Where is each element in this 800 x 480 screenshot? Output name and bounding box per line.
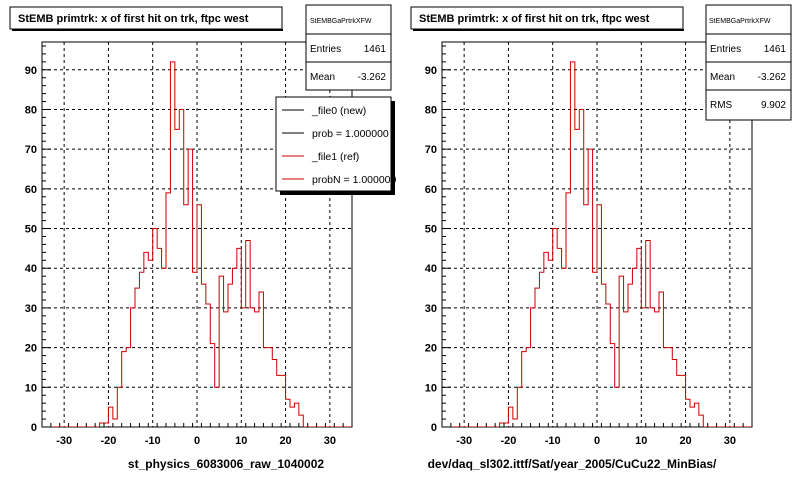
right-x-tick-label-20: 20 <box>679 435 691 447</box>
right-y-tick-label-0: 0 <box>431 422 437 434</box>
right-histogram <box>442 61 752 427</box>
right-y-tick-label-10: 10 <box>425 382 437 394</box>
right-y-tick-label-60: 60 <box>425 184 437 196</box>
right-x-axis-label: dev/daq_sl302.ittf/Sat/year_2005/CuCu22_… <box>428 457 717 471</box>
right-y-tick-label-70: 70 <box>425 144 437 156</box>
right-y-tick-label-80: 80 <box>425 104 437 116</box>
left-x-tick-label-30: 30 <box>324 435 336 447</box>
right-x-axis: -30 -20 -10 0 10 20 30 <box>441 423 753 447</box>
left-series-line <box>42 61 352 427</box>
right-stats-rms-label: RMS <box>710 100 733 111</box>
left-x-tick-label-0: 0 <box>194 435 200 447</box>
left-stats-entries-label: Entries <box>310 44 341 55</box>
right-x-tick-label-0: 0 <box>594 435 600 447</box>
legend-entry-3: _file1 (ref) <box>311 151 359 163</box>
right-x-tick-label--10: -10 <box>545 435 561 447</box>
left-y-tick-label-30: 30 <box>25 303 37 315</box>
left-stats-mean-label: Mean <box>310 72 335 83</box>
right-y-tick-label-90: 90 <box>425 65 437 77</box>
right-stats-rms-value: 9.902 <box>761 100 786 111</box>
legend-entry-4: probN = 1.000000 <box>312 174 397 186</box>
left-y-axis: 0 10 20 30 40 50 60 70 80 90 <box>25 45 51 434</box>
right-stats-entries-label: Entries <box>710 44 741 55</box>
right-panel: -30 -20 -10 0 10 20 30 0 10 20 30 40 50 60 70 80 90 StE… <box>410 4 792 471</box>
legend-box <box>275 96 392 192</box>
right-y-tick-label-20: 20 <box>425 343 437 355</box>
right-y-tick-label-30: 30 <box>425 303 437 315</box>
right-series-line <box>442 61 752 427</box>
right-stats-entries-value: 1461 <box>764 44 787 55</box>
left-panel: -30 -20 -10 0 10 20 30 0 10 20 30 40 50 60 70 80 90 StE… <box>9 4 397 471</box>
left-x-tick-label-10: 10 <box>235 435 247 447</box>
left-x-tick-label--30: -30 <box>56 435 72 447</box>
right-grid <box>442 42 752 427</box>
right-y-tick-label-40: 40 <box>425 263 437 275</box>
left-y-tick-label-50: 50 <box>25 224 37 236</box>
left-x-tick-label-20: 20 <box>279 435 291 447</box>
right-x-tick-label-30: 30 <box>724 435 736 447</box>
left-stats-entries-value: 1461 <box>364 44 387 55</box>
left-x-axis: -30 -20 -10 0 10 20 30 <box>41 423 353 447</box>
left-stats-mean-value: -3.262 <box>358 72 387 83</box>
right-x-tick-label--20: -20 <box>500 435 516 447</box>
left-y-tick-label-90: 90 <box>25 65 37 77</box>
right-x-tick-label-10: 10 <box>635 435 647 447</box>
left-x-tick-label--10: -10 <box>145 435 161 447</box>
left-chart-title: StEMB primtrk: x of first hit on trk, ft… <box>18 13 249 25</box>
left-histogram <box>42 61 352 427</box>
right-stats-mean-value: -3.262 <box>758 72 787 83</box>
left-y-tick-label-80: 80 <box>25 104 37 116</box>
left-x-tick-label--20: -20 <box>100 435 116 447</box>
right-stats-name: StEMBGaPrtrkXFW <box>709 18 771 25</box>
left-y-tick-label-0: 0 <box>31 422 37 434</box>
legend-entry-2: prob = 1.000000 <box>312 128 389 140</box>
legend-entry-1: _file0 (new) <box>311 105 366 117</box>
left-y-tick-label-20: 20 <box>25 343 37 355</box>
left-y-tick-label-40: 40 <box>25 263 37 275</box>
left-y-tick-label-10: 10 <box>25 382 37 394</box>
left-y-tick-label-70: 70 <box>25 144 37 156</box>
right-x-tick-label--30: -30 <box>456 435 472 447</box>
left-stats-box <box>305 4 392 91</box>
right-y-axis: 0 10 20 30 40 50 60 70 80 90 <box>425 45 451 434</box>
left-y-tick-label-60: 60 <box>25 184 37 196</box>
right-y-tick-label-50: 50 <box>425 224 437 236</box>
legend: _file0 (new) prob = 1.000000 _file1 (ref… <box>275 96 397 195</box>
right-stats-mean-label: Mean <box>710 72 735 83</box>
left-x-axis-label: st_physics_6083006_raw_1040002 <box>128 457 324 471</box>
left-stats-name: StEMBGaPrtrkXFW <box>310 18 372 25</box>
right-chart-title: StEMB primtrk: x of first hit on trk, ft… <box>419 13 650 25</box>
